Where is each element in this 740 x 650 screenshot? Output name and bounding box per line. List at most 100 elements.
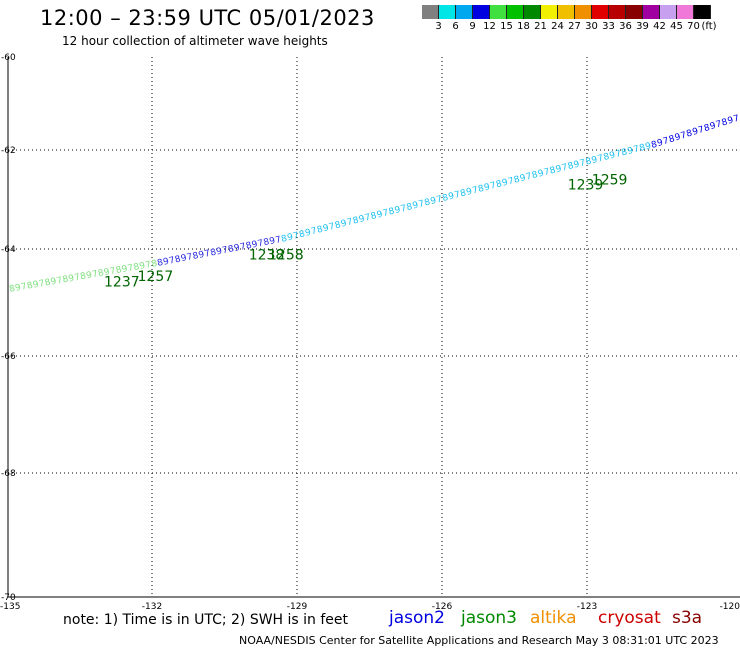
track-mark: 7 xyxy=(400,204,408,215)
legend-label: 15 xyxy=(500,21,513,32)
track-mark: 8 xyxy=(459,188,467,199)
satellite-label: jason3 xyxy=(461,608,517,628)
track-mark: 7 xyxy=(204,249,212,260)
track-mark: 7 xyxy=(56,276,64,287)
legend-swatch xyxy=(609,5,626,19)
track-mark: 8 xyxy=(477,184,485,195)
track-mark: 9 xyxy=(68,273,76,284)
lat-tick-label: -70 xyxy=(1,593,16,603)
track-mark: 7 xyxy=(364,213,372,224)
track-mark: 8 xyxy=(513,175,521,186)
satellite-label: cryosat xyxy=(598,608,661,628)
time-label: 1238 xyxy=(249,248,285,264)
legend-label: 30 xyxy=(585,21,598,32)
track-mark: 8 xyxy=(370,211,378,222)
track-mark: 9 xyxy=(609,150,617,161)
track-mark: 7 xyxy=(73,272,81,283)
track-mark: 7 xyxy=(274,235,282,246)
track-mark: 9 xyxy=(322,223,330,234)
track-mark: 9 xyxy=(32,280,40,291)
track-mark: 9 xyxy=(233,243,241,254)
lon-tick-label: -126 xyxy=(432,602,453,612)
satellite-label: jason2 xyxy=(389,608,445,628)
legend-label: 6 xyxy=(452,21,459,32)
track-mark: 9 xyxy=(709,121,717,132)
legend-label: 12 xyxy=(483,21,496,32)
track-mark: 8 xyxy=(424,197,432,208)
track-mark: 8 xyxy=(388,206,396,217)
legend-label: 70 xyxy=(687,21,700,32)
track-mark: 7 xyxy=(597,153,605,164)
track-mark: 9 xyxy=(430,196,438,207)
track-mark: 9 xyxy=(358,214,366,225)
legend-label: 42 xyxy=(653,21,666,32)
track-mark: 9 xyxy=(483,182,491,193)
legend-label: 27 xyxy=(568,21,581,32)
track-mark: 7 xyxy=(109,266,117,277)
track-mark: 8 xyxy=(263,237,271,248)
track-mark: 9 xyxy=(198,250,206,261)
track-mark: 7 xyxy=(615,149,623,160)
track-mark: 9 xyxy=(537,169,545,180)
track-mark: 8 xyxy=(650,140,658,151)
track-mark: 7 xyxy=(20,282,28,293)
track-mark: 8 xyxy=(603,152,611,163)
track-mark: 8 xyxy=(686,129,694,140)
track-mark: 8 xyxy=(585,156,593,167)
track-mark: 7 xyxy=(543,167,551,178)
track-mark: 7 xyxy=(168,256,176,267)
track-mark: 8 xyxy=(280,234,288,245)
track-mark: 7 xyxy=(418,199,426,210)
legend-label: 39 xyxy=(636,21,649,32)
track-mark: 7 xyxy=(91,269,99,280)
track-mark: 8 xyxy=(227,244,235,255)
track-mark: 8 xyxy=(567,161,575,172)
legend-unit: (ft) xyxy=(701,21,717,32)
track-mark: 8 xyxy=(334,220,342,231)
track-mark: 7 xyxy=(127,263,135,274)
time-label: 1258 xyxy=(268,248,304,264)
legend-swatch xyxy=(456,5,473,19)
axis-ticks: -135 -132 -129 -126 -123 -120 -60 -62 -64 -66 -68 -… xyxy=(0,53,740,612)
time-label: 1239 xyxy=(568,178,604,194)
legend-label: 21 xyxy=(534,21,547,32)
track-mark: 8 xyxy=(174,254,182,265)
legend-swatch xyxy=(575,5,592,19)
track-mark: 9 xyxy=(644,141,652,152)
track-mark: 7 xyxy=(292,231,300,242)
track-mark: 9 xyxy=(591,155,599,166)
track-mark: 8 xyxy=(150,259,158,270)
track-mark: 8 xyxy=(156,258,164,269)
legend-swatch xyxy=(490,5,507,19)
track-mark: 7 xyxy=(632,144,640,155)
legend-label: 18 xyxy=(517,21,530,32)
lat-tick-label: -68 xyxy=(1,469,16,479)
wave-height-legend: 3 6 9 12 15 18 21 24 27 30 33 36 39 42 45 70 (ft) xyxy=(422,5,717,33)
footnote: note: 1) Time is in UTC; 2) SWH is in fe… xyxy=(63,612,349,628)
track-mark: 8 xyxy=(638,143,646,154)
satellite-label: altika xyxy=(530,608,577,628)
track-mark: 7 xyxy=(145,260,153,271)
track-mark: 8 xyxy=(668,134,676,145)
track-mark: 7 xyxy=(732,114,740,125)
track-mark: 8 xyxy=(721,117,729,128)
track-mark: 7 xyxy=(257,238,265,249)
track-mark: 9 xyxy=(447,191,455,202)
map-grid xyxy=(7,57,740,598)
track-mark: 9 xyxy=(215,246,223,257)
track-mark: 9 xyxy=(85,270,93,281)
track-mark: 9 xyxy=(465,187,473,198)
track-mark: 8 xyxy=(621,147,629,158)
legend-label: 45 xyxy=(670,21,683,32)
time-label: 1259 xyxy=(592,173,628,189)
track-mark: 9 xyxy=(162,257,170,268)
legend-swatch xyxy=(694,5,711,19)
track-mark: 7 xyxy=(715,119,723,130)
legend-swatch xyxy=(524,5,541,19)
page-subtitle: 12 hour collection of altimeter wave hei… xyxy=(62,34,328,48)
track-mark: 7 xyxy=(453,190,461,201)
satellite-tracks: 8978978978978978978978978897897897897897… xyxy=(8,114,740,295)
track-mark: 9 xyxy=(103,267,111,278)
track-mark: 7 xyxy=(507,176,515,187)
